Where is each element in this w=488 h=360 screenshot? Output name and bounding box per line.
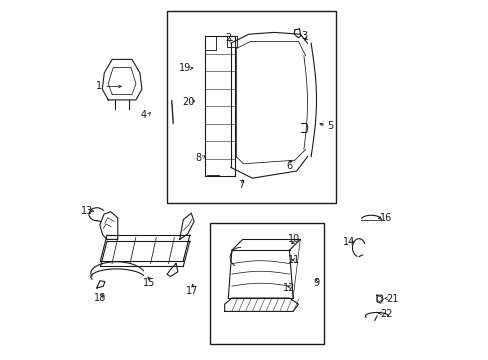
Text: 14: 14 [342, 237, 354, 247]
Text: 22: 22 [380, 309, 392, 319]
Text: 2: 2 [224, 33, 231, 43]
Text: 6: 6 [286, 161, 292, 171]
Text: 11: 11 [287, 255, 300, 265]
Text: 8: 8 [195, 153, 202, 163]
Text: 18: 18 [94, 293, 106, 303]
Text: 15: 15 [142, 278, 155, 288]
Text: 5: 5 [326, 121, 333, 131]
Text: 17: 17 [186, 286, 198, 296]
Bar [167, 11, 336, 203]
Bar [210, 223, 323, 344]
Text: 4: 4 [141, 110, 146, 120]
Text: 16: 16 [379, 213, 391, 223]
Text: 1: 1 [96, 81, 102, 91]
Text: 7: 7 [237, 180, 244, 190]
Text: 9: 9 [313, 278, 319, 288]
Text: 10: 10 [287, 234, 300, 244]
Text: 13: 13 [81, 206, 93, 216]
Text: 19: 19 [179, 63, 191, 73]
Text: 3: 3 [300, 31, 306, 41]
Text: 20: 20 [182, 96, 194, 107]
Text: 12: 12 [283, 283, 295, 293]
Text: 21: 21 [386, 294, 398, 304]
